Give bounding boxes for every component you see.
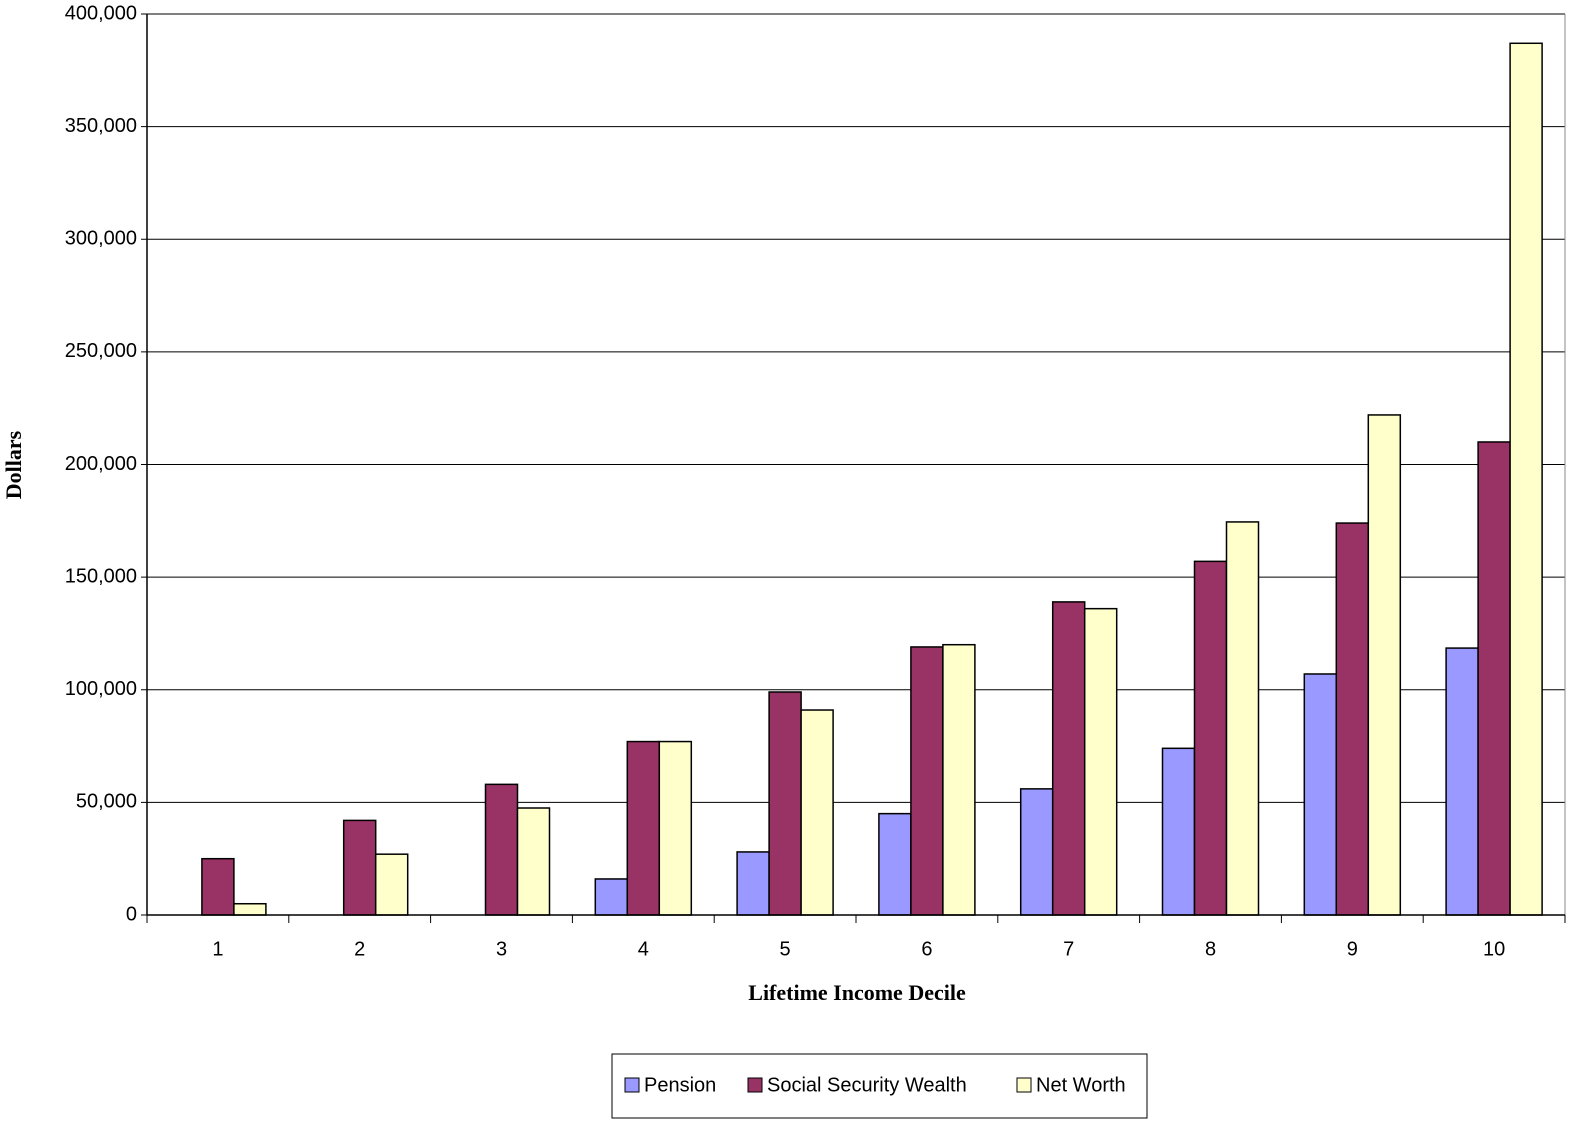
x-tick-label: 2 <box>354 938 365 960</box>
y-tick-label: 50,000 <box>76 791 137 813</box>
legend-label: Net Worth <box>1036 1074 1126 1096</box>
y-tick-label: 0 <box>126 903 137 925</box>
x-tick-label: 10 <box>1483 938 1505 960</box>
bar <box>1445 647 1479 916</box>
x-tick-label: 7 <box>1063 938 1074 960</box>
bar <box>1051 601 1086 916</box>
bar <box>516 807 551 916</box>
bar <box>1225 521 1260 916</box>
bar <box>1019 788 1054 916</box>
y-tick-label: 400,000 <box>65 2 137 24</box>
y-tick-label: 350,000 <box>65 115 137 137</box>
bar <box>878 812 912 916</box>
bar <box>658 740 693 916</box>
y-axis-title: Dollars <box>1 430 26 499</box>
bar <box>1161 747 1196 916</box>
bar <box>1193 560 1228 916</box>
bar <box>594 878 629 916</box>
bar <box>484 783 519 916</box>
x-tick-label: 8 <box>1205 938 1216 960</box>
bar <box>1303 673 1338 916</box>
bar <box>233 902 267 916</box>
x-axis-title: Lifetime Income Decile <box>748 980 966 1005</box>
bar <box>342 819 377 916</box>
legend-label: Social Security Wealth <box>767 1074 967 1096</box>
legend-swatch <box>624 1077 640 1093</box>
y-tick-label: 250,000 <box>65 340 137 362</box>
bar <box>1083 607 1118 916</box>
bar <box>1509 42 1543 916</box>
bar <box>1335 522 1370 916</box>
bar <box>626 740 661 916</box>
x-tick-label: 1 <box>212 938 223 960</box>
x-tick-label: 4 <box>638 938 649 960</box>
legend-swatch <box>747 1077 763 1093</box>
legend-box <box>611 1053 1148 1119</box>
y-tick-label: 100,000 <box>65 678 137 700</box>
bar <box>768 691 802 916</box>
bar <box>910 646 944 916</box>
x-tick-label: 3 <box>496 938 507 960</box>
x-tick-label: 5 <box>780 938 791 960</box>
x-tick-label: 9 <box>1347 938 1358 960</box>
bar <box>942 643 976 916</box>
bar <box>800 709 834 916</box>
bar <box>1367 414 1402 916</box>
bar <box>201 857 235 916</box>
legend-swatch <box>1016 1077 1032 1093</box>
bar <box>374 853 409 916</box>
bar <box>736 851 770 916</box>
x-tick-label: 6 <box>921 938 932 960</box>
bar <box>1477 441 1511 916</box>
y-tick-label: 200,000 <box>65 453 137 475</box>
y-tick-label: 150,000 <box>65 565 137 587</box>
y-tick-label: 300,000 <box>65 228 137 250</box>
legend-label: Pension <box>644 1074 716 1096</box>
